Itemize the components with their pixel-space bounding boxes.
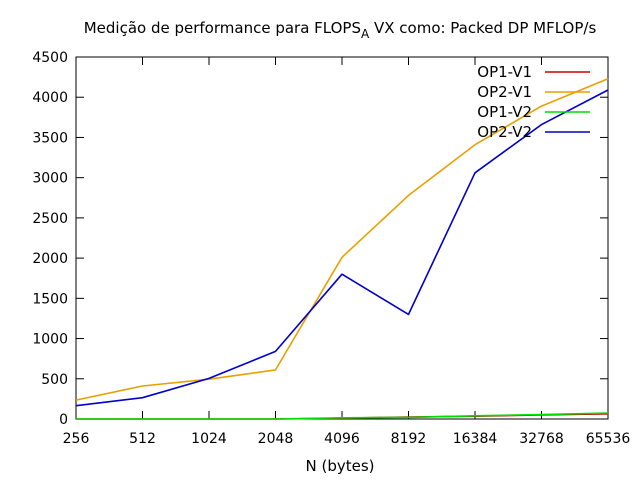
legend: OP1-V1 OP2-V1 OP1-V2 OP2-V2 [477,63,590,141]
x-tick-label: 16384 [453,431,498,447]
chart-title: Medição de performance para FLOPSA VX co… [84,19,597,41]
y-tick-label: 4500 [32,50,68,66]
x-tick-label: 8192 [391,431,427,447]
legend-label: OP2-V1 [477,83,532,101]
series-lines [75,77,609,420]
x-axis: 256 512 1024 2048 4096 8192 16384 32768 65536 [63,57,631,447]
x-tick-label: 65536 [586,431,631,447]
x-tick-label: 4096 [324,431,360,447]
y-axis: 0 500 1000 1500 2000 2500 3000 3500 4000 4500 [32,50,608,428]
legend-label: OP1-V1 [477,63,532,81]
x-tick-label: 32768 [519,431,564,447]
y-tick-label: 500 [41,372,68,388]
legend-label: OP2-V2 [477,123,532,141]
x-tick-label: 2048 [258,431,294,447]
x-tick-label: 256 [63,431,90,447]
series-line-op2-v2 [75,89,609,407]
series-line-op1-v2 [76,412,609,420]
y-tick-label: 3500 [32,130,68,146]
y-tick-label: 1000 [32,332,68,348]
y-tick-label: 1500 [32,291,68,307]
svg-text:Medição de performance para FL: Medição de performance para FLOPSA VX co… [84,19,597,41]
x-tick-label: 512 [129,431,156,447]
y-tick-label: 3000 [32,171,68,187]
series-line-op2-v1 [75,77,609,401]
chart-title-subscript: A [361,27,370,41]
y-tick-label: 2000 [32,251,68,267]
x-axis-label: N (bytes) [305,457,374,475]
x-tick-label: 1024 [191,431,227,447]
y-tick-label: 0 [59,412,68,428]
y-tick-label: 4000 [32,90,68,106]
legend-label: OP1-V2 [477,103,532,121]
chart-title-rest: VX como: Packed DP MFLOP/s [369,19,596,37]
y-tick-label: 2500 [32,211,68,227]
chart-title-main: Medição de performance para FLOPS [84,19,361,37]
